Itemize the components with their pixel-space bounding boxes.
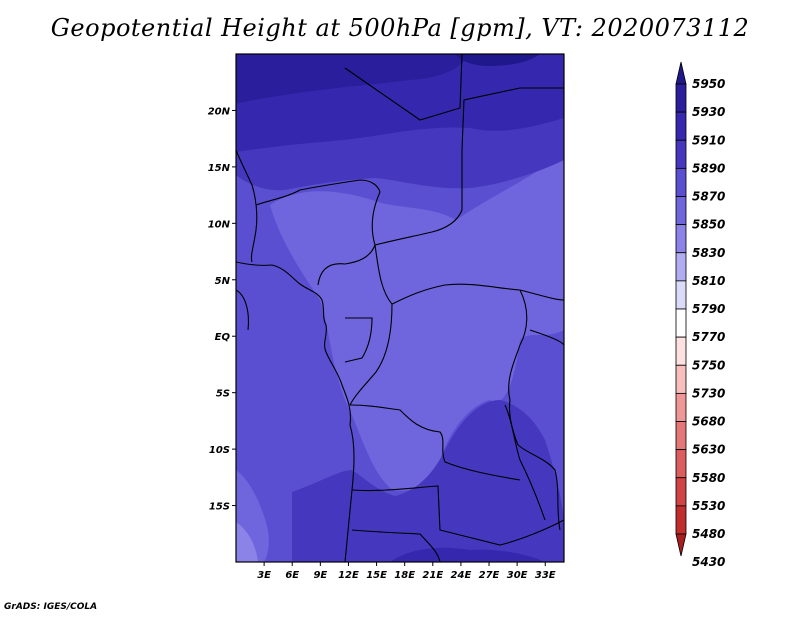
lon-tick-label: 30E — [507, 570, 528, 581]
colorbar-label: 5630 — [692, 443, 725, 457]
colorbar-label: 5730 — [692, 386, 725, 400]
lat-axis: 20N 15N 10N 5N EQ 5S 10S 15S — [208, 106, 236, 513]
border-west — [236, 149, 258, 263]
colorbar-swatch — [675, 336, 687, 366]
colorbar-label: 5480 — [692, 527, 725, 541]
lon-tick-label: 3E — [257, 570, 271, 581]
colorbar: 5950 5930 5910 5890 5870 5850 5830 5810 5790 5770… — [675, 61, 725, 569]
colorbar-swatch — [675, 449, 687, 479]
border-libya-niger — [344, 54, 463, 121]
colorbar-label: 5890 — [692, 161, 725, 175]
lake-tanganyika — [504, 404, 546, 521]
height-field — [236, 54, 564, 562]
border-congo — [349, 303, 393, 406]
lon-tick-label: 18E — [394, 570, 415, 581]
border-nigeria-cameroon — [317, 191, 381, 286]
colorbar-label: 5910 — [692, 133, 725, 147]
lon-tick-label: 15E — [366, 570, 387, 581]
lat-tick-label: 10N — [208, 219, 231, 230]
colorbar-label: 5930 — [692, 105, 725, 119]
lon-tick-label: 33E — [535, 570, 556, 581]
field-5930-region — [236, 54, 470, 104]
page-title: Geopotential Height at 500hPa [gpm], VT:… — [50, 14, 750, 42]
colorbar-label: 5750 — [692, 358, 725, 372]
border-mozambique — [517, 444, 561, 531]
lat-tick-label: 5S — [216, 389, 230, 400]
border-chad-sudan — [374, 87, 564, 246]
colorbar-swatch — [675, 364, 687, 394]
colorbar-label: 5770 — [692, 330, 725, 344]
lon-tick-label: 24E — [451, 570, 472, 581]
field-5830-sw-region — [236, 522, 258, 562]
lat-tick-label: 10S — [209, 445, 230, 456]
border-car — [374, 244, 564, 305]
colorbar-label: 5850 — [692, 218, 725, 232]
colorbar-swatch — [675, 224, 687, 254]
colorbar-label: 5870 — [692, 190, 725, 204]
colorbar-label: 5680 — [692, 415, 725, 429]
colorbar-label: 5810 — [692, 274, 725, 288]
lat-tick-label: 15N — [208, 163, 231, 174]
colorbar-swatch — [675, 505, 687, 535]
border-gabon — [344, 317, 373, 363]
colorbar-swatch — [675, 392, 687, 422]
colorbar-swatch — [675, 421, 687, 451]
field-5910-south-region — [390, 547, 545, 562]
colorbar-label: 5430 — [692, 555, 725, 569]
map-frame — [235, 53, 565, 563]
colorbar-swatch — [675, 111, 687, 141]
colorbar-swatch — [675, 477, 687, 507]
lat-tick-label: 5N — [215, 276, 231, 287]
border-drc-angola — [349, 404, 521, 481]
colorbar-swatch — [675, 252, 687, 282]
lon-tick-label: 27E — [479, 570, 500, 581]
lon-tick-label: 21E — [422, 570, 443, 581]
field-5950-region — [455, 54, 540, 66]
lon-axis: 3E 6E 9E 12E 15E 18E 21E 24E 27E 30E 33E — [257, 562, 556, 581]
border-namibia — [351, 485, 564, 546]
lake-victoria — [529, 329, 564, 346]
colorbar-label: 5790 — [692, 302, 725, 316]
lon-tick-label: 12E — [338, 570, 359, 581]
border-botswana — [351, 529, 441, 562]
colorbar-swatch — [675, 196, 687, 226]
colorbar-swatch — [675, 308, 687, 338]
border-niger-nigeria — [255, 179, 381, 206]
colorbar-label: 5530 — [692, 499, 725, 513]
colorbar-label: 5580 — [692, 471, 725, 485]
colorbar-bottom-arrow — [675, 533, 687, 557]
lat-tick-label: 15S — [209, 502, 230, 513]
colorbar-label: 5950 — [692, 77, 725, 91]
colorbar-label: 5830 — [692, 246, 725, 260]
colorbar-swatch — [675, 83, 687, 113]
west-africa-coastline — [236, 261, 355, 562]
border-extra-west — [236, 289, 249, 331]
colorbar-top-arrow — [675, 61, 687, 85]
lon-tick-label: 9E — [313, 570, 327, 581]
field-5850-region — [270, 150, 564, 491]
lat-tick-label: EQ — [215, 332, 231, 343]
field-5890-south-region — [292, 400, 564, 562]
colorbar-swatch — [675, 139, 687, 169]
lon-tick-label: 6E — [285, 570, 299, 581]
colorbar-swatch — [675, 167, 687, 197]
colorbar-swatch — [675, 280, 687, 310]
country-borders — [236, 54, 564, 562]
footer-credit: GrADS: IGES/COLA — [4, 602, 98, 612]
lat-tick-label: 20N — [208, 106, 231, 117]
